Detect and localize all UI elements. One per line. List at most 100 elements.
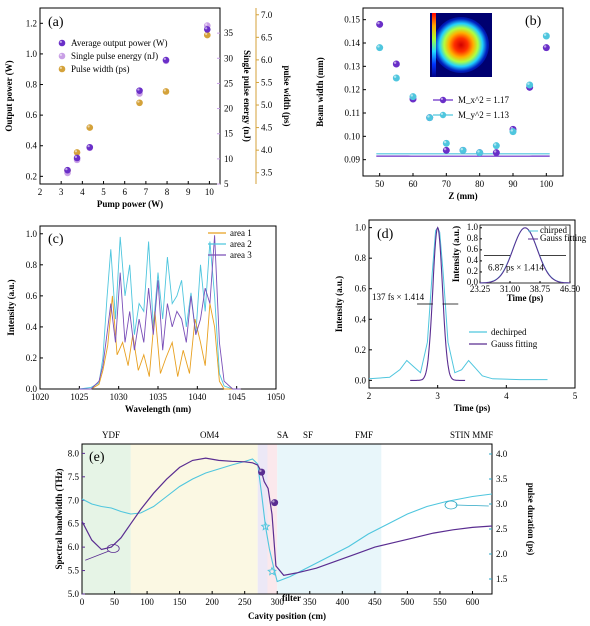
- pulse-width-point-highlight: [87, 125, 90, 128]
- y2-tick-label: 20: [224, 104, 234, 114]
- y-tick-label: 0.0: [26, 384, 38, 394]
- x-tick-label: 600: [466, 597, 480, 607]
- pulse-width-point: [86, 124, 94, 131]
- x-tick-label: 300: [270, 597, 284, 607]
- y-tick-label: 6.0: [68, 542, 80, 552]
- y-tick-label: 0.4: [355, 314, 367, 324]
- y-tick-label: 2.5: [496, 524, 508, 534]
- region-band: [257, 444, 268, 594]
- my-point: [509, 128, 517, 136]
- filter-label: filter: [282, 593, 301, 603]
- left-axis-indicator: [106, 544, 120, 553]
- x-tick-label: 100: [540, 179, 554, 189]
- y-axis-label-right: Single pulse energy (nJ): [242, 50, 252, 142]
- x-tick-label: 6: [122, 187, 127, 197]
- legend-entry: area 3: [230, 250, 252, 260]
- y-tick-label: 0.6: [26, 291, 38, 301]
- y2-tick-label: 5: [224, 179, 229, 189]
- legend-entry: area 1: [230, 228, 252, 238]
- region-band: [277, 444, 382, 594]
- y-tick-label: 2.0: [496, 549, 508, 559]
- x-tick-label: 10: [205, 187, 215, 197]
- legend-marker-highlight: [440, 97, 443, 100]
- x-tick-label: 100: [140, 597, 154, 607]
- mx-point-highlight: [543, 45, 547, 48]
- mx-point: [392, 60, 400, 68]
- panel-label: (a): [48, 15, 64, 30]
- region-label: YDF: [102, 430, 120, 440]
- panel-label: (e): [89, 450, 105, 465]
- bandwidth-marker: [271, 499, 279, 507]
- my-point-highlight: [443, 140, 447, 144]
- y-axis-label: Beam width (mm): [315, 57, 325, 127]
- region-band: [82, 444, 131, 594]
- duration-star-marker: [267, 566, 277, 576]
- legend-entry: dechirped: [491, 327, 527, 337]
- x-tick-label: 1050: [267, 392, 286, 402]
- region-label: SF: [303, 430, 313, 440]
- output-power-point: [203, 26, 211, 33]
- my-point: [459, 146, 467, 154]
- output-power-point-highlight: [137, 88, 140, 91]
- y-tick-label: 5.0: [68, 589, 80, 599]
- x-tick-label: 250: [238, 597, 252, 607]
- x-tick-label: 7: [144, 187, 149, 197]
- inset-y-tick-label: 1.0: [467, 222, 479, 232]
- my-point: [392, 74, 400, 82]
- inset-x-label: Time (ps): [507, 293, 544, 303]
- legend-marker-highlight: [59, 40, 63, 44]
- my-point: [426, 114, 434, 122]
- mx-point-highlight: [393, 61, 397, 64]
- region-band: [381, 444, 492, 594]
- panel-c: 1020 1025 1030 1035 1040 1045 1050 0.0 0.2 0.4 0.6…: [6, 225, 286, 414]
- x-axis-label: Cavity position (cm): [248, 611, 326, 621]
- y-axis-label: Spectral bandwidth (THz): [54, 468, 64, 569]
- inset-x-tick-label: 23.25: [470, 284, 491, 294]
- y-tick-label: 1.0: [26, 229, 38, 239]
- y2-tick-label: 25: [224, 78, 234, 88]
- my-point-highlight: [493, 143, 497, 146]
- y3-tick-label: 5.5: [261, 77, 273, 87]
- x-tick-label: 1045: [228, 392, 247, 402]
- panel-label: (b): [525, 14, 542, 29]
- left-axis-arrow: [85, 550, 110, 561]
- inset-legend-entry: chirped: [540, 225, 567, 235]
- x-tick-label: 70: [442, 179, 452, 189]
- my-point-highlight: [477, 150, 480, 153]
- y-tick-label: 0.10: [344, 131, 360, 141]
- spectrum-line: [79, 235, 241, 390]
- my-point: [492, 142, 500, 150]
- my-point-highlight: [510, 129, 513, 132]
- y-tick-label: 1.2: [26, 18, 37, 28]
- x-tick-label: 5: [101, 187, 106, 197]
- y-tick-label: 0.09: [344, 155, 360, 165]
- output-power-point: [136, 87, 143, 94]
- x-tick-label: 2: [367, 391, 372, 401]
- panel-e: YDF OM4 SA SF FMF STIN MMF filter 0 50 100 150 200 2…: [54, 430, 536, 621]
- x-tick-label: 1020: [31, 392, 50, 402]
- inset-fit-line: [480, 227, 570, 284]
- mx-point: [376, 20, 384, 28]
- x-tick-label: 3: [435, 391, 440, 401]
- legend-marker-highlight: [59, 66, 63, 69]
- y-tick-label: 0.6: [26, 110, 38, 120]
- y2-tick-label: 30: [224, 53, 234, 63]
- y-tick-label: 0.2: [355, 345, 366, 355]
- plot-frame: [362, 7, 564, 177]
- spectrum-line: [79, 236, 241, 390]
- output-power-point: [86, 143, 94, 151]
- dechirped-line: [368, 226, 548, 381]
- gauss-fit-line: [410, 226, 466, 381]
- y-tick-label: 0.4: [26, 322, 38, 332]
- y-tick-label: 0.4: [26, 141, 38, 151]
- y-tick-label: 1.0: [26, 49, 38, 59]
- beam-spot: [433, 17, 489, 73]
- y-axis-label: Intensity (a.u.): [6, 279, 16, 335]
- my-point-highlight: [460, 147, 463, 151]
- x-tick-label: 9: [186, 187, 191, 197]
- y-axis-label-right: pulse duration (ps): [526, 483, 536, 556]
- mx-point: [442, 146, 450, 154]
- x-tick-label: 350: [303, 597, 317, 607]
- y-tick-label: 0.12: [344, 85, 360, 95]
